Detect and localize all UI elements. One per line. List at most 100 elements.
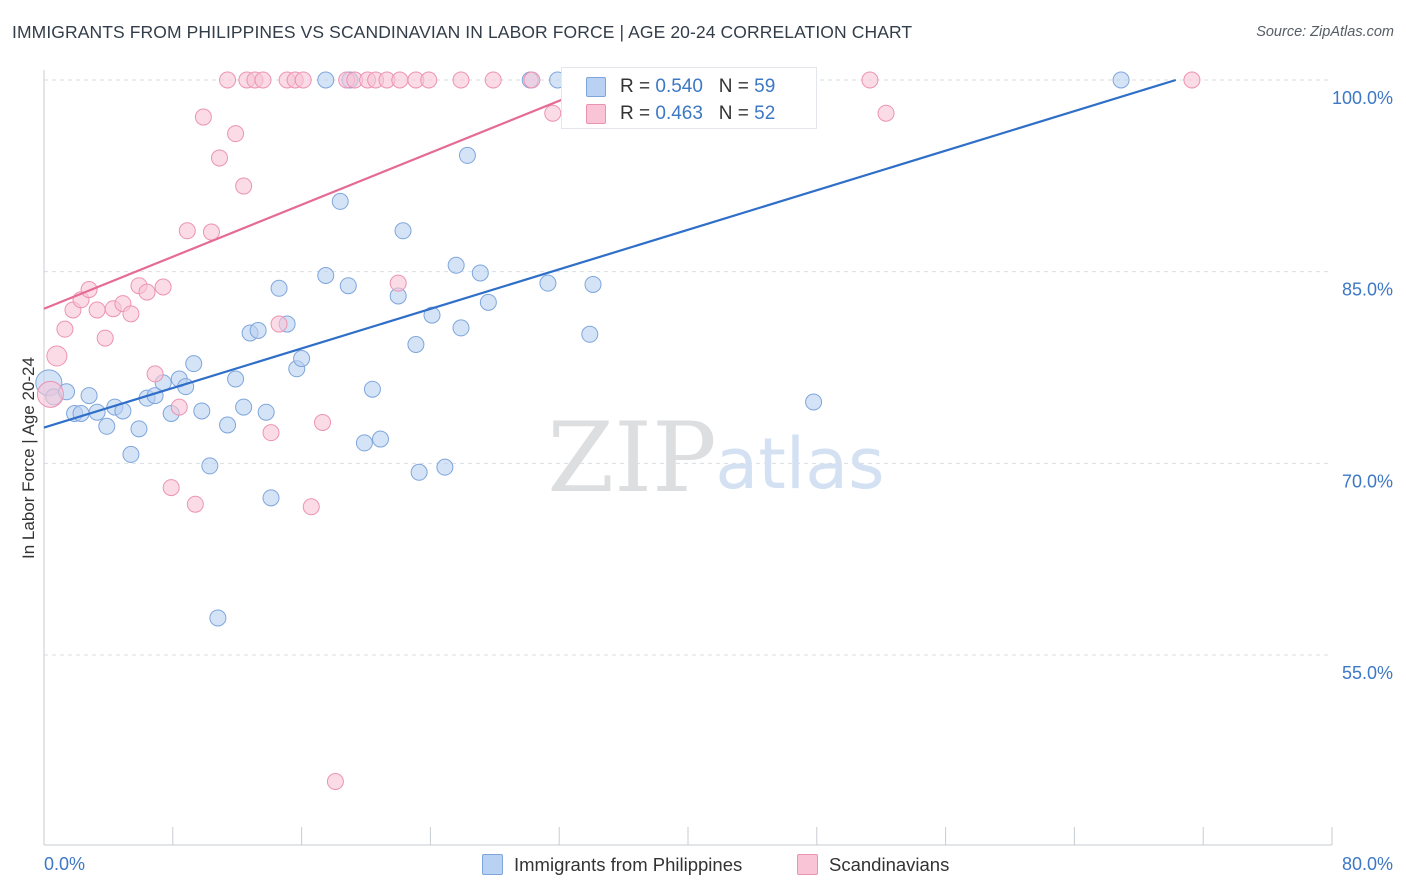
data-point-pink bbox=[227, 125, 245, 143]
watermark-atlas: atlas bbox=[715, 423, 884, 505]
x-tick-label: 80.0% bbox=[1342, 854, 1393, 874]
bottom-legend-swatch-blue bbox=[482, 854, 503, 875]
data-point-blue bbox=[423, 306, 441, 324]
legend-r-label: R = bbox=[620, 103, 656, 124]
legend: R = 0.540 N = 59 R = 0.463 N = 52 bbox=[561, 67, 817, 129]
data-point-blue bbox=[193, 402, 211, 420]
data-point-blue bbox=[471, 264, 489, 282]
data-point-blue bbox=[1112, 71, 1130, 89]
data-point-blue bbox=[539, 274, 557, 292]
data-point-blue bbox=[452, 319, 470, 337]
bottom-legend-label: Scandinavians bbox=[829, 854, 950, 875]
data-point-pink bbox=[178, 222, 196, 240]
data-point-blue bbox=[317, 71, 335, 89]
trend-line-pink bbox=[43, 78, 612, 310]
data-point-blue bbox=[363, 380, 381, 398]
legend-r-value: 0.540 bbox=[655, 76, 703, 97]
data-point-pink bbox=[56, 320, 74, 338]
data-point-blue bbox=[410, 463, 428, 481]
data-point-blue bbox=[581, 325, 599, 343]
data-point-blue bbox=[436, 458, 454, 476]
data-point-pink bbox=[314, 413, 332, 431]
data-point-blue bbox=[458, 146, 476, 164]
data-point-blue bbox=[584, 275, 602, 293]
data-point-pink bbox=[88, 301, 106, 319]
data-point-pink bbox=[122, 305, 140, 323]
bottom-legend-swatch-pink bbox=[797, 854, 818, 875]
data-point-pink bbox=[210, 149, 228, 167]
chart-title: IMMIGRANTS FROM PHILIPPINES VS SCANDINAV… bbox=[12, 22, 913, 42]
legend-n-label: N = bbox=[718, 103, 755, 124]
legend-swatch-pink bbox=[586, 104, 606, 124]
data-point-blue bbox=[479, 293, 497, 311]
data-point-pink bbox=[326, 773, 344, 790]
data-point-pink bbox=[484, 71, 502, 89]
data-point-blue bbox=[235, 398, 253, 416]
points-layer bbox=[35, 71, 1201, 790]
data-point-blue bbox=[227, 370, 245, 388]
data-point-pink bbox=[420, 71, 438, 89]
y-axis-label: In Labor Force | Age 20-24 bbox=[19, 357, 38, 559]
data-point-pink bbox=[202, 223, 220, 241]
data-point-pink bbox=[523, 71, 541, 89]
data-point-pink bbox=[235, 177, 253, 195]
x-tick-label: 0.0% bbox=[44, 854, 85, 874]
data-point-blue bbox=[447, 256, 465, 274]
data-point-blue bbox=[185, 355, 203, 373]
data-point-pink bbox=[544, 104, 562, 122]
data-point-blue bbox=[355, 434, 373, 452]
data-point-pink bbox=[219, 71, 237, 89]
legend-r-label: R = bbox=[620, 76, 656, 97]
data-point-blue bbox=[331, 192, 349, 210]
data-point-pink bbox=[294, 71, 312, 89]
data-point-pink bbox=[170, 398, 188, 416]
legend-text: R = 0.540 N = 59 bbox=[620, 74, 775, 100]
data-point-pink bbox=[270, 315, 288, 333]
data-point-pink bbox=[452, 71, 470, 89]
data-point-blue bbox=[270, 279, 288, 297]
data-point-pink bbox=[138, 283, 156, 301]
data-point-blue bbox=[209, 609, 227, 627]
y-tick-label: 85.0% bbox=[1342, 280, 1393, 300]
data-point-blue bbox=[80, 387, 98, 405]
trend-line-blue bbox=[43, 78, 1177, 429]
data-point-blue bbox=[257, 403, 275, 421]
data-point-blue bbox=[122, 445, 140, 463]
labels-layer: 55.0% 70.0% 85.0% 100.0% 0.0% 80.0% In Labor F… bbox=[19, 88, 1393, 874]
data-point-blue bbox=[805, 393, 823, 411]
legend-n-value: 59 bbox=[754, 76, 776, 97]
data-point-pink bbox=[194, 108, 212, 126]
legend-text: R = 0.463 N = 52 bbox=[620, 101, 775, 127]
legend-n-label: N = bbox=[718, 76, 755, 97]
data-point-pink bbox=[146, 365, 164, 383]
data-point-blue bbox=[371, 430, 389, 448]
y-tick-label: 70.0% bbox=[1342, 471, 1393, 491]
data-point-pink bbox=[391, 71, 409, 89]
data-point-blue bbox=[130, 420, 148, 438]
data-point-pink bbox=[861, 71, 879, 89]
data-point-pink bbox=[389, 274, 407, 292]
data-point-blue bbox=[317, 267, 335, 284]
data-point-pink bbox=[154, 278, 172, 296]
data-point-blue bbox=[98, 417, 116, 435]
watermark: ZIP atlas bbox=[547, 402, 884, 514]
y-tick-label: 55.0% bbox=[1342, 663, 1393, 683]
data-point-blue bbox=[394, 222, 412, 240]
data-point-pink bbox=[302, 498, 320, 516]
data-point-blue bbox=[407, 336, 425, 353]
data-point-blue bbox=[249, 321, 267, 339]
watermark-zip: ZIP bbox=[547, 402, 716, 514]
data-point-pink bbox=[96, 329, 114, 347]
data-point-blue bbox=[262, 489, 280, 507]
axis-layer bbox=[43, 70, 1333, 846]
legend-n-value: 52 bbox=[754, 103, 776, 124]
data-point-pink bbox=[162, 479, 180, 497]
source-label: Source: ZipAtlas.com bbox=[1256, 24, 1394, 40]
bottom-legend-label: Immigrants from Philippines bbox=[514, 854, 743, 875]
data-point-pink bbox=[1183, 71, 1201, 89]
data-point-pink bbox=[254, 71, 272, 89]
data-point-blue bbox=[293, 350, 311, 368]
data-point-blue bbox=[219, 416, 237, 434]
data-point-pink bbox=[186, 495, 204, 513]
